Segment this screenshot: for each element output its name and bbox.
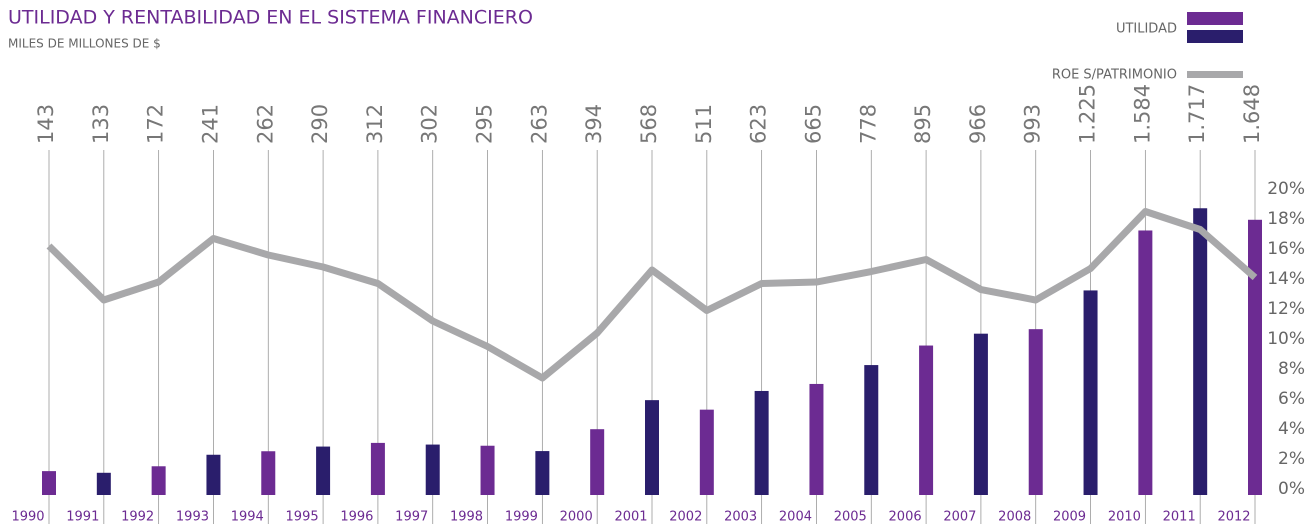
x-tick-label: 1998 xyxy=(450,510,483,524)
legend-swatch xyxy=(1187,71,1243,78)
value-label: 778 xyxy=(856,104,880,144)
value-label: 1.225 xyxy=(1076,84,1100,144)
bar xyxy=(754,390,769,495)
value-label: 295 xyxy=(473,104,497,144)
bar xyxy=(42,471,56,495)
x-tick-label: 1999 xyxy=(505,510,538,524)
bar xyxy=(1248,219,1262,495)
value-label: 290 xyxy=(308,104,332,144)
value-label: 895 xyxy=(911,104,935,144)
y2-tick-label: 16% xyxy=(1267,239,1305,259)
x-tick-label: 2007 xyxy=(943,510,976,524)
y2-tick-label: 4% xyxy=(1278,419,1305,439)
bar xyxy=(919,345,934,495)
value-label: 1.717 xyxy=(1185,84,1209,144)
value-label: 302 xyxy=(418,104,442,144)
x-tick-label: 1992 xyxy=(121,510,154,524)
x-tick-label: 1994 xyxy=(231,510,264,524)
y2-tick-label: 18% xyxy=(1267,209,1305,229)
bar xyxy=(96,472,111,495)
x-tick-label: 2010 xyxy=(1108,510,1141,524)
value-label: 665 xyxy=(801,104,825,144)
bar xyxy=(1193,208,1208,496)
bar xyxy=(480,445,495,495)
value-label: 172 xyxy=(144,104,168,144)
y2-tick-label: 8% xyxy=(1278,359,1305,379)
legend-label: UTILIDAD xyxy=(1116,22,1177,37)
value-label: 568 xyxy=(637,104,661,144)
value-label: 133 xyxy=(89,104,113,144)
bar xyxy=(425,444,440,495)
x-tick-label: 1990 xyxy=(11,510,44,524)
x-tick-label: 2012 xyxy=(1217,510,1250,524)
chart-title: UTILIDAD Y RENTABILIDAD EN EL SISTEMA FI… xyxy=(8,7,533,29)
value-label: 1.648 xyxy=(1240,84,1264,144)
roe-line xyxy=(46,208,1258,382)
legend-label: ROE S/PATRIMONIO xyxy=(1052,68,1177,83)
x-tick-label: 1993 xyxy=(176,510,209,524)
bar xyxy=(206,454,221,495)
value-label: 262 xyxy=(253,104,277,144)
y2-tick-label: 12% xyxy=(1267,299,1305,319)
y2-tick-label: 10% xyxy=(1267,329,1305,349)
y2-tick-label: 2% xyxy=(1278,449,1305,469)
x-tick-label: 1996 xyxy=(340,510,373,524)
bar xyxy=(1138,230,1153,496)
value-label: 263 xyxy=(527,104,551,144)
x-tick-label: 2001 xyxy=(614,510,647,524)
x-tick-label: 2005 xyxy=(834,510,867,524)
bar xyxy=(151,466,166,495)
value-label: 312 xyxy=(363,104,387,144)
legend-swatch xyxy=(1187,12,1243,25)
value-label: 993 xyxy=(1021,104,1045,144)
bar xyxy=(1028,329,1043,495)
value-label: 623 xyxy=(747,104,771,144)
value-label: 1.584 xyxy=(1130,84,1154,144)
bar xyxy=(261,451,276,495)
x-tick-label: 2009 xyxy=(1053,510,1086,524)
value-label: 511 xyxy=(692,104,716,144)
x-tick-label: 1995 xyxy=(286,510,319,524)
bar xyxy=(864,365,879,495)
bar xyxy=(645,400,659,495)
x-tick-label: 2011 xyxy=(1163,510,1196,524)
y2-tick-label: 0% xyxy=(1278,479,1305,499)
bar xyxy=(316,446,331,495)
x-tick-label: 2004 xyxy=(779,510,812,524)
y2-tick-label: 20% xyxy=(1267,179,1305,199)
bar xyxy=(699,409,714,495)
value-label: 394 xyxy=(582,104,606,144)
x-tick-label: 2003 xyxy=(724,510,757,524)
chart-subtitle: MILES DE MILLONES DE $ xyxy=(8,37,161,51)
x-tick-label: 2002 xyxy=(669,510,702,524)
bar xyxy=(973,333,988,495)
x-tick-label: 2006 xyxy=(889,510,922,524)
bar xyxy=(590,429,605,495)
y2-tick-label: 14% xyxy=(1267,269,1305,289)
legend-swatch xyxy=(1187,30,1243,43)
x-tick-label: 1991 xyxy=(66,510,99,524)
x-tick-label: 2008 xyxy=(998,510,1031,524)
bar xyxy=(809,383,824,495)
x-tick-label: 1997 xyxy=(395,510,428,524)
value-label: 241 xyxy=(198,104,222,144)
value-label: 966 xyxy=(966,104,990,144)
bar xyxy=(1083,290,1098,495)
bar xyxy=(535,451,550,495)
value-label: 143 xyxy=(34,104,58,144)
y2-tick-label: 6% xyxy=(1278,389,1305,409)
x-tick-label: 2000 xyxy=(560,510,593,524)
bar xyxy=(370,442,385,495)
